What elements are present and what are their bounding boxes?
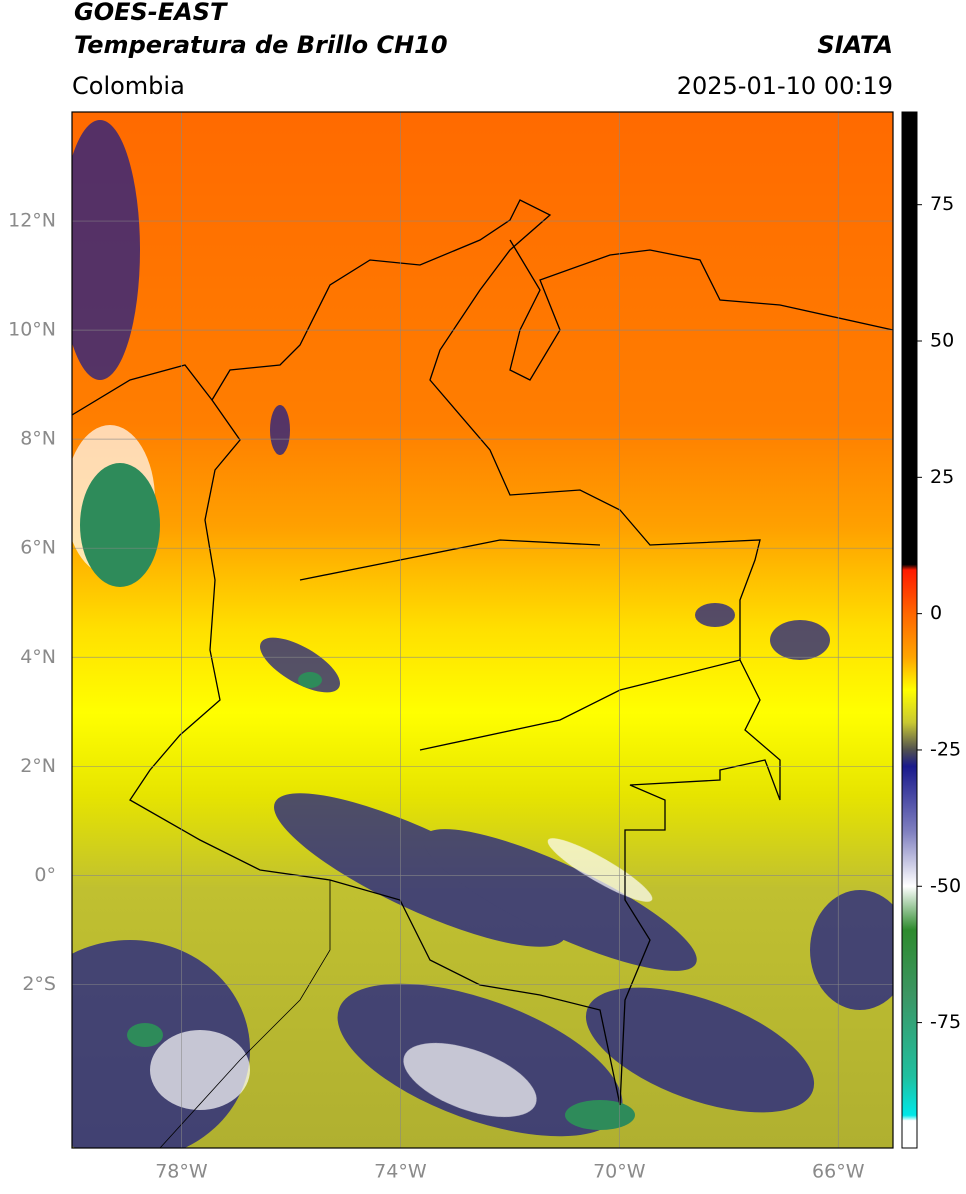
colorbar-tick-label: -75 [930, 1011, 961, 1033]
lon-tick-label: 78°W [155, 1161, 208, 1183]
colorbar: 75 50 25 0 -25 -50 -75 [901, 111, 961, 1149]
lat-tick-label: 10°N [8, 319, 56, 341]
title: GOES-EAST [74, 0, 228, 26]
source: SIATA [817, 31, 893, 59]
lon-tick-label: 70°W [593, 1161, 646, 1183]
colorbar-tick-label: -25 [930, 738, 961, 760]
lat-tick-label: 4°N [20, 646, 56, 668]
map-frame [71, 111, 894, 1149]
datetime: 2025-01-10 00:19 [677, 72, 893, 100]
colorbar-tick-label: 25 [930, 466, 954, 488]
colorbar-tick-label: 50 [930, 330, 954, 352]
coldest-tops [80, 463, 635, 1130]
subtitle: Temperatura de Brillo CH10 [74, 31, 448, 59]
imagery [72, 112, 893, 1148]
lat-tick-label: 6°N [20, 537, 56, 559]
lat-tick-label: 2°N [20, 755, 56, 777]
lat-tick-label: 12°N [8, 210, 56, 232]
lon-tick-label: 66°W [812, 1161, 865, 1183]
colorbar-fill [901, 111, 918, 1149]
lat-tick-label: 0° [34, 864, 56, 886]
colorbar-tick-label: 0 [930, 602, 942, 624]
colorbar-tick-label: 75 [930, 193, 954, 215]
region: Colombia [72, 72, 185, 100]
colorbar-tick-label: -50 [930, 875, 961, 897]
lat-tick-label: 8°N [20, 428, 56, 450]
lon-tick-label: 74°W [374, 1161, 427, 1183]
grid [72, 112, 893, 1148]
lat-tick-label: 2°S [22, 973, 56, 995]
